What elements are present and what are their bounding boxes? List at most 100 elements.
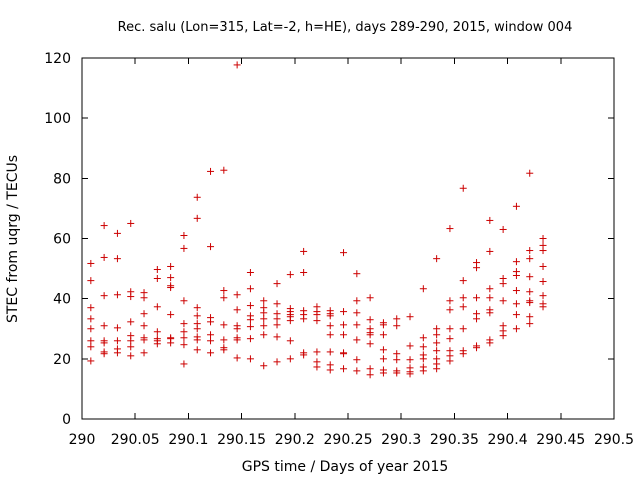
data-point: [207, 337, 215, 345]
y-tick-label: 0: [62, 412, 71, 428]
data-point: [260, 309, 268, 317]
data-point: [406, 313, 414, 321]
y-tick-label: 40: [53, 292, 71, 308]
data-point: [379, 321, 387, 329]
data-point: [499, 297, 507, 305]
y-tick-label: 20: [53, 352, 71, 368]
data-point: [379, 346, 387, 354]
data-point: [273, 321, 281, 329]
data-point: [393, 350, 401, 358]
data-point: [512, 258, 520, 266]
data-point: [286, 271, 294, 279]
data-point: [100, 292, 108, 300]
data-point: [220, 321, 228, 329]
data-point: [273, 358, 281, 366]
data-point: [526, 273, 534, 281]
data-point: [220, 336, 228, 344]
data-point: [127, 352, 135, 360]
data-point: [326, 322, 334, 330]
data-point: [499, 280, 507, 288]
data-point: [300, 315, 308, 323]
data-point: [419, 285, 427, 293]
data-point: [459, 294, 467, 302]
data-point: [273, 333, 281, 341]
data-point: [393, 315, 401, 323]
data-points: [87, 61, 547, 379]
data-point: [100, 350, 108, 358]
data-point: [486, 247, 494, 255]
data-point: [193, 336, 201, 344]
data-point: [433, 325, 441, 333]
data-point: [273, 315, 281, 323]
data-point: [246, 285, 254, 293]
x-tick-label: 290.4: [488, 432, 528, 448]
data-point: [113, 229, 121, 237]
data-point: [313, 311, 321, 319]
y-tick-label: 80: [53, 171, 71, 187]
data-point: [193, 325, 201, 333]
data-point: [393, 322, 401, 330]
data-point: [207, 318, 215, 326]
data-point: [233, 325, 241, 333]
data-point: [286, 317, 294, 325]
data-point: [353, 336, 361, 344]
data-point: [433, 347, 441, 355]
data-point: [87, 343, 95, 351]
data-point: [393, 356, 401, 364]
data-point: [140, 294, 148, 302]
data-point: [207, 243, 215, 251]
data-point: [512, 300, 520, 308]
data-point: [180, 341, 188, 349]
data-point: [193, 193, 201, 201]
data-point: [180, 334, 188, 342]
data-point: [313, 317, 321, 325]
data-point: [246, 302, 254, 310]
data-point: [366, 316, 374, 324]
data-point: [127, 337, 135, 345]
data-point: [246, 316, 254, 324]
data-point: [433, 255, 441, 263]
data-point: [167, 311, 175, 319]
data-point: [113, 337, 121, 345]
data-point: [167, 284, 175, 292]
y-axis-ticks: 0 20 40 60 80 100 120: [44, 51, 614, 428]
data-point: [419, 367, 427, 375]
data-point: [313, 363, 321, 371]
data-point: [353, 270, 361, 278]
data-point: [167, 274, 175, 282]
data-point: [406, 342, 414, 350]
data-point: [433, 331, 441, 339]
data-point: [273, 300, 281, 308]
data-point: [300, 268, 308, 276]
data-point: [87, 357, 95, 365]
data-point: [366, 294, 374, 302]
data-point: [180, 244, 188, 252]
y-axis-label: STEC from uqrg / TECUs: [5, 155, 21, 323]
data-point: [100, 322, 108, 330]
data-point: [486, 216, 494, 224]
data-point: [127, 343, 135, 351]
data-point: [260, 297, 268, 305]
data-point: [539, 303, 547, 311]
data-point: [113, 349, 121, 357]
data-point: [167, 262, 175, 270]
data-point: [459, 325, 467, 333]
data-point: [473, 264, 481, 272]
data-point: [140, 349, 148, 357]
data-point: [353, 356, 361, 364]
data-point: [273, 280, 281, 288]
x-tick-label: 290: [69, 432, 96, 448]
data-point: [446, 325, 454, 333]
data-point: [353, 367, 361, 375]
data-point: [246, 323, 254, 331]
data-point: [446, 335, 454, 343]
data-point: [446, 225, 454, 233]
data-point: [246, 268, 254, 276]
data-point: [220, 166, 228, 174]
data-point: [207, 349, 215, 357]
data-point: [127, 318, 135, 326]
data-point: [113, 324, 121, 332]
x-axis-label: GPS time / Days of year 2015: [242, 459, 449, 475]
data-point: [193, 304, 201, 312]
data-point: [180, 297, 188, 305]
